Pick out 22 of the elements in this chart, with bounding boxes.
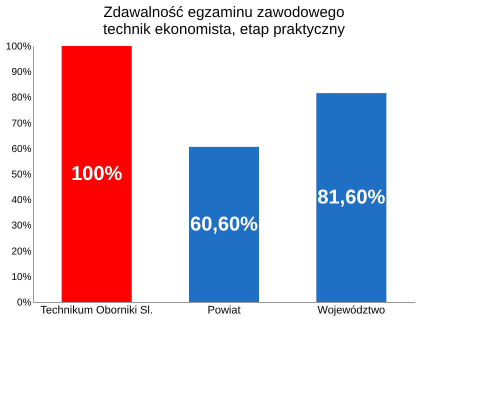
x-tick-label: Technikum Oborniki Sl. [40, 304, 153, 316]
y-tick-label: 90% [11, 67, 32, 78]
y-tick-label: 100% [6, 42, 32, 52]
text: Zdawalność egzaminu zawodowego [104, 4, 344, 21]
y-tick-label: 10% [11, 272, 32, 283]
y-tick-label: 20% [11, 246, 32, 258]
y-tick-label: 0% [17, 298, 32, 308]
x-tick-label: Województwo [317, 304, 386, 316]
x-tick-label: Powiat [207, 304, 241, 316]
y-tick-label: 40% [11, 195, 32, 206]
data-label: 81,60% [317, 186, 386, 209]
y-tick-label: 70% [11, 118, 32, 130]
bar [62, 46, 132, 302]
y-tick-label: 30% [11, 220, 32, 232]
y-tick-label: 80% [11, 92, 32, 104]
data-label: 100% [71, 163, 122, 185]
bar [316, 93, 386, 302]
bar [189, 146, 259, 302]
y-tick-label: 50% [11, 170, 32, 180]
text: technik ekonomista, etap praktyczny [103, 21, 345, 38]
data-label: 60,60% [190, 213, 258, 236]
y-tick-label: 60% [11, 144, 32, 155]
